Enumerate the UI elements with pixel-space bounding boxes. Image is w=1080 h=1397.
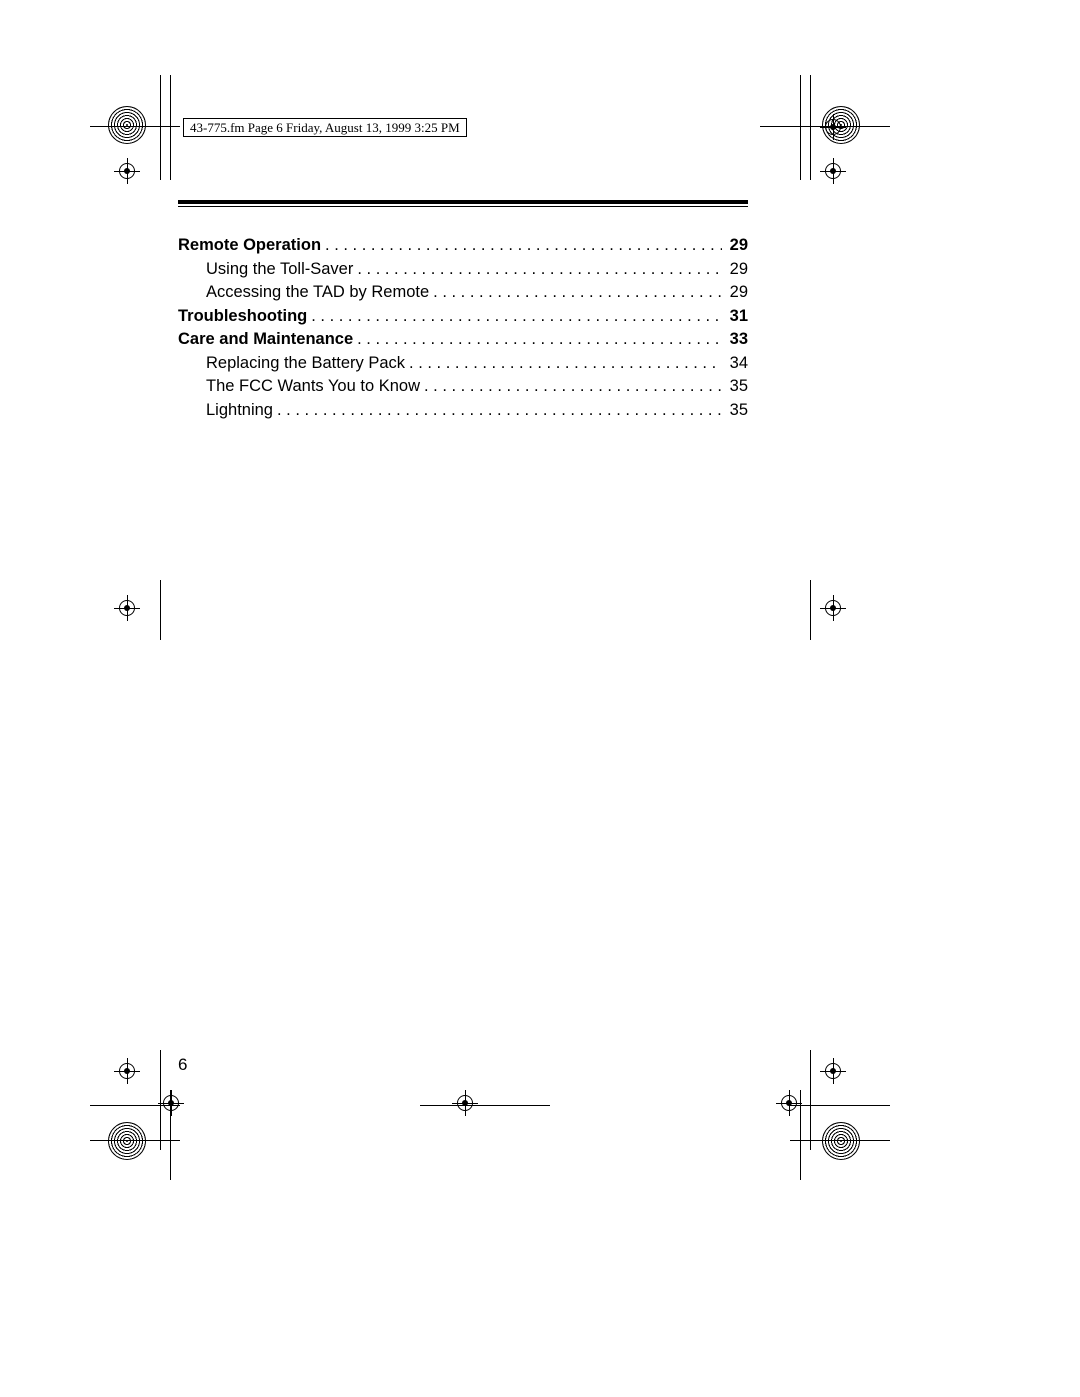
toc-leader xyxy=(311,308,722,325)
table-of-contents: Remote Operation 29 Using the Toll-Saver 29… xyxy=(178,237,748,418)
toc-page: 33 xyxy=(726,331,748,348)
toc-title: Care and Maintenance xyxy=(178,331,353,348)
toc-title: Replacing the Battery Pack xyxy=(206,355,405,372)
page-content: Remote Operation 29 Using the Toll-Saver 29… xyxy=(178,200,748,425)
toc-leader xyxy=(325,237,722,254)
toc-title: Lightning xyxy=(206,402,273,419)
toc-title: Remote Operation xyxy=(178,237,321,254)
toc-page: 29 xyxy=(726,237,748,254)
toc-leader xyxy=(357,261,722,278)
header-filename: 43-775.fm Page 6 Friday, August 13, 1999… xyxy=(183,118,467,137)
toc-page: 29 xyxy=(726,284,748,301)
toc-title: Troubleshooting xyxy=(178,308,307,325)
toc-subitem: Using the Toll-Saver 29 xyxy=(178,261,748,278)
toc-page: 34 xyxy=(726,355,748,372)
toc-title: The FCC Wants You to Know xyxy=(206,378,420,395)
toc-section: Care and Maintenance 33 xyxy=(178,331,748,348)
toc-page: 29 xyxy=(726,261,748,278)
toc-subitem: Lightning 35 xyxy=(178,402,748,419)
rule-thin xyxy=(178,206,748,207)
toc-leader xyxy=(424,378,722,395)
toc-title: Accessing the TAD by Remote xyxy=(206,284,429,301)
toc-page: 31 xyxy=(726,308,748,325)
toc-page: 35 xyxy=(726,402,748,419)
toc-subitem: The FCC Wants You to Know 35 xyxy=(178,378,748,395)
toc-leader xyxy=(277,402,722,419)
toc-leader xyxy=(409,355,722,372)
page-number: 6 xyxy=(178,1055,187,1075)
toc-leader xyxy=(433,284,722,301)
toc-page: 35 xyxy=(726,378,748,395)
toc-leader xyxy=(357,331,722,348)
toc-section: Troubleshooting 31 xyxy=(178,308,748,325)
toc-section: Remote Operation 29 xyxy=(178,237,748,254)
toc-title: Using the Toll-Saver xyxy=(206,261,353,278)
toc-subitem: Accessing the TAD by Remote 29 xyxy=(178,284,748,301)
rule-thick xyxy=(178,200,748,204)
toc-subitem: Replacing the Battery Pack 34 xyxy=(178,355,748,372)
